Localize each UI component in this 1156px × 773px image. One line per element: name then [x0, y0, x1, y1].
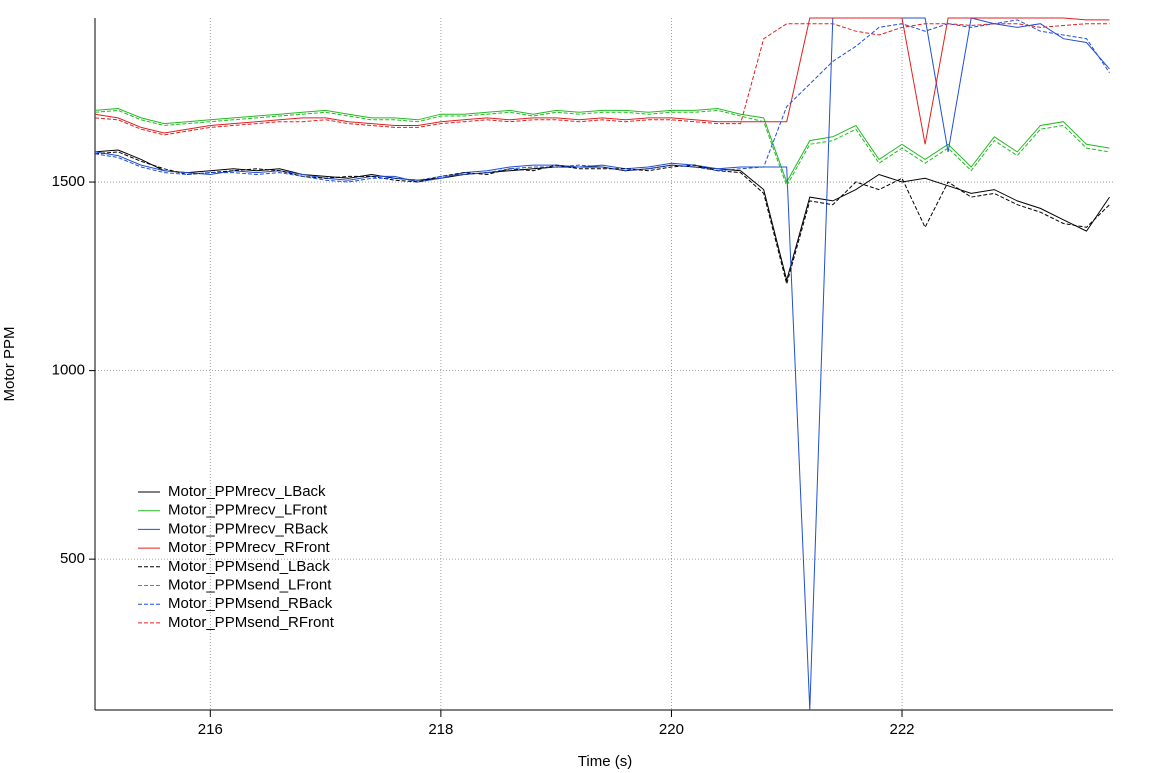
x-tick-label: 216: [198, 721, 223, 738]
series-line: [94, 109, 1110, 188]
series-line: [94, 17, 1110, 711]
legend-label: Motor_PPMsend_RFront: [168, 614, 335, 631]
y-tick-label: 500: [60, 550, 85, 567]
y-axis-label: Motor PPM: [1, 326, 18, 401]
legend-label: Motor_PPMsend_LFront: [168, 576, 332, 593]
x-tick-label: 220: [659, 721, 684, 738]
y-tick-label: 1000: [52, 362, 85, 379]
series-line: [94, 17, 1110, 145]
legend-label: Motor_PPMrecv_RBack: [168, 520, 329, 537]
legend-label: Motor_PPMrecv_LFront: [168, 502, 328, 519]
legend-label: Motor_PPMrecv_RFront: [168, 539, 331, 556]
series-line: [94, 151, 1110, 286]
series-line: [94, 107, 1110, 184]
x-tick-label: 222: [890, 721, 915, 738]
legend-label: Motor_PPMrecv_LBack: [168, 483, 326, 500]
legend-label: Motor_PPMsend_LBack: [168, 558, 330, 575]
series-line: [94, 23, 1110, 136]
series-line: [94, 19, 1110, 183]
legend-label: Motor_PPMsend_RBack: [168, 595, 333, 612]
x-tick-label: 218: [428, 721, 453, 738]
x-axis-label: Time (s): [578, 753, 632, 770]
y-tick-label: 1500: [52, 173, 85, 190]
